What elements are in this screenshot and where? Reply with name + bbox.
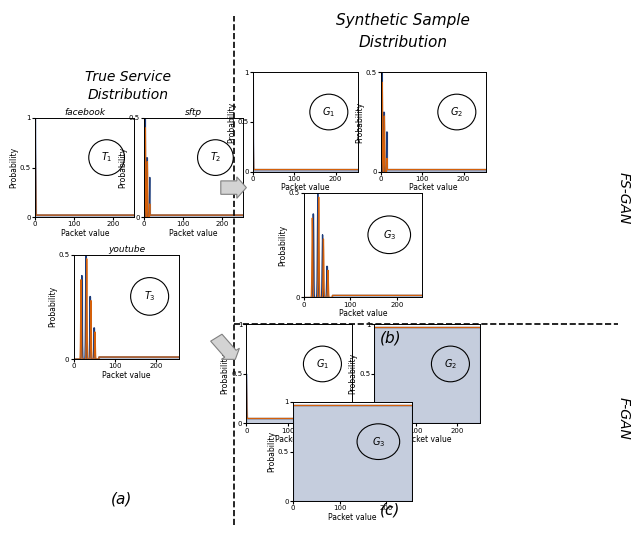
Y-axis label: Probability: Probability bbox=[118, 147, 127, 188]
Text: (b): (b) bbox=[380, 331, 401, 346]
Text: (a): (a) bbox=[111, 492, 132, 507]
Text: $G_2$: $G_2$ bbox=[444, 357, 457, 371]
Text: $G_3$: $G_3$ bbox=[372, 435, 385, 449]
Y-axis label: Probability: Probability bbox=[268, 431, 276, 472]
X-axis label: Packet value: Packet value bbox=[403, 435, 451, 444]
Text: True Service: True Service bbox=[85, 70, 171, 84]
X-axis label: Packet value: Packet value bbox=[328, 513, 376, 522]
Text: $T_3$: $T_3$ bbox=[144, 289, 156, 303]
Title: sftp: sftp bbox=[185, 108, 202, 117]
Text: $G_2$: $G_2$ bbox=[451, 105, 463, 119]
Text: $G_1$: $G_1$ bbox=[323, 105, 335, 119]
Title: facebook: facebook bbox=[64, 108, 106, 117]
Text: FS-GAN: FS-GAN bbox=[617, 172, 631, 225]
X-axis label: Packet value: Packet value bbox=[170, 229, 218, 237]
Text: (c): (c) bbox=[380, 502, 401, 517]
Y-axis label: Probability: Probability bbox=[355, 101, 364, 143]
X-axis label: Packet value: Packet value bbox=[275, 435, 323, 444]
Title: youtube: youtube bbox=[108, 245, 145, 254]
Text: Synthetic Sample: Synthetic Sample bbox=[336, 13, 470, 28]
Text: $G_1$: $G_1$ bbox=[316, 357, 329, 371]
X-axis label: Packet value: Packet value bbox=[102, 371, 150, 379]
Y-axis label: Probability: Probability bbox=[349, 353, 358, 394]
Text: $G_3$: $G_3$ bbox=[383, 228, 396, 242]
Text: Distribution: Distribution bbox=[88, 88, 168, 102]
X-axis label: Packet value: Packet value bbox=[282, 183, 330, 192]
Y-axis label: Probability: Probability bbox=[278, 225, 287, 266]
Text: Distribution: Distribution bbox=[358, 35, 448, 50]
X-axis label: Packet value: Packet value bbox=[410, 183, 458, 192]
X-axis label: Packet value: Packet value bbox=[61, 229, 109, 237]
Text: $T_1$: $T_1$ bbox=[101, 151, 113, 165]
Text: F-GAN: F-GAN bbox=[617, 397, 631, 440]
Y-axis label: Probability: Probability bbox=[48, 286, 57, 327]
X-axis label: Packet value: Packet value bbox=[339, 309, 387, 318]
Y-axis label: Probability: Probability bbox=[227, 101, 236, 143]
Text: $T_2$: $T_2$ bbox=[210, 151, 221, 165]
Y-axis label: Probability: Probability bbox=[10, 147, 19, 188]
Y-axis label: Probability: Probability bbox=[221, 353, 230, 394]
